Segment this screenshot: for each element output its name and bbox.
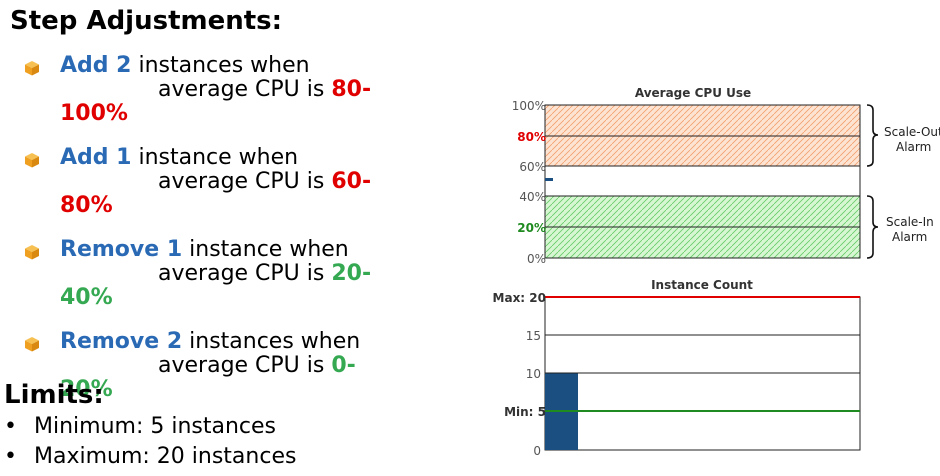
step-action: Add 1 (60, 145, 132, 170)
instance-tick-0: 0 (533, 444, 541, 458)
cpu-tick-60: 60% (519, 160, 546, 174)
limit-minimum: • Minimum: 5 instances (4, 414, 276, 439)
package-cube-icon (25, 61, 39, 76)
package-cube-icon (25, 245, 39, 260)
step-condition: instances when (182, 329, 361, 354)
instance-tick-15: 15 (526, 329, 541, 343)
scale-in-brace (866, 195, 879, 259)
step-range-end: 40% (60, 285, 113, 310)
instance-tick-max: Max: 20 (493, 291, 546, 305)
step-text: Add 1 instance when average CPU is 60- 8… (60, 146, 371, 218)
limits-title: Limits: (4, 380, 104, 410)
step-action: Remove 2 (60, 329, 183, 354)
bullet-dot: • (4, 444, 17, 469)
scale-out-label-line2: Alarm (896, 140, 931, 154)
step-adjustments-title: Step Adjustments: (10, 6, 283, 36)
cpu-plot-frame (544, 104, 861, 259)
cpu-tick-80: 80% (517, 130, 546, 144)
bullet-dot: • (4, 414, 17, 439)
step-range-start: 60- (331, 169, 372, 194)
step-condition: instance when (131, 145, 299, 170)
cpu-tick-40: 40% (519, 190, 546, 204)
cpu-tick-0: 0% (527, 252, 546, 266)
step-condition: instance when (182, 237, 349, 262)
cpu-current-marker (545, 178, 553, 181)
instance-tick-min: Min: 5 (504, 405, 546, 419)
package-cube-icon (25, 337, 39, 352)
limit-minimum-text: Minimum: 5 instances (34, 414, 277, 439)
step-range-end: 100% (60, 101, 128, 126)
cpu-chart-title: Average CPU Use (635, 86, 751, 100)
scale-in-label-line2: Alarm (892, 230, 927, 244)
scale-in-label-line1: Scale-In (886, 215, 934, 229)
package-cube-icon (25, 153, 39, 168)
step-condition: instances when (131, 53, 310, 78)
step-action: Add 2 (60, 53, 132, 78)
step-text: Add 2 instances when average CPU is 80- … (60, 54, 371, 126)
step-range-start: 20- (331, 261, 372, 286)
step-text: Remove 2 instances when average CPU is 0… (60, 330, 360, 402)
step-range-start: 0- (331, 353, 356, 378)
step-condition-metric: average CPU is (158, 353, 332, 378)
cpu-tick-20: 20% (517, 221, 546, 235)
scale-out-brace (866, 104, 879, 167)
limit-maximum: • Maximum: 20 instances (4, 444, 296, 469)
instance-chart-title: Instance Count (651, 278, 753, 292)
step-range-end: 80% (60, 193, 113, 218)
step-condition-metric: average CPU is (158, 261, 332, 286)
step-condition-metric: average CPU is (158, 169, 332, 194)
limit-maximum-text: Maximum: 20 instances (34, 444, 297, 469)
step-range-start: 80- (331, 77, 372, 102)
scale-out-label-line1: Scale-Out (884, 125, 940, 139)
instance-tick-10: 10 (526, 367, 541, 381)
step-text: Remove 1 instance when average CPU is 20… (60, 238, 371, 310)
step-action: Remove 1 (60, 237, 183, 262)
cpu-tick-100: 100% (512, 99, 546, 113)
step-range-end: 20% (60, 377, 113, 402)
step-condition-metric: average CPU is (158, 77, 332, 102)
